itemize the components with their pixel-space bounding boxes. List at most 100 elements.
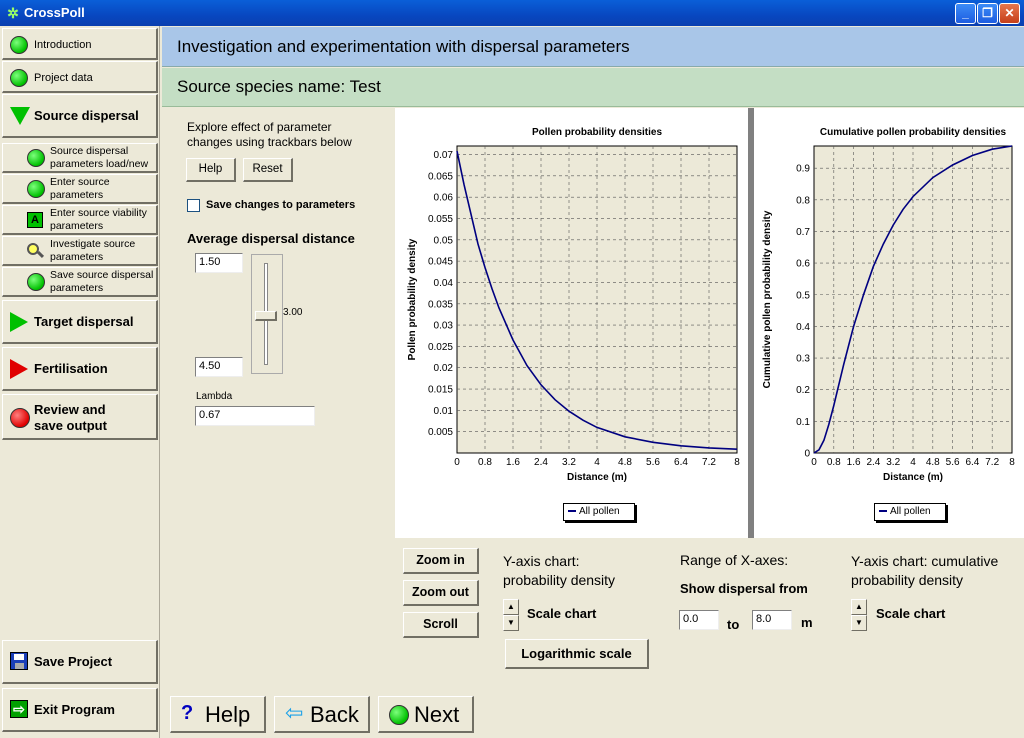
range-from-field[interactable]: 0.0 bbox=[679, 610, 719, 630]
dispersal-trackbar[interactable] bbox=[251, 254, 283, 374]
legend-label: All pollen bbox=[890, 506, 931, 517]
x-axis-label: Distance (m) bbox=[883, 472, 943, 483]
nav-label: Project data bbox=[34, 72, 93, 84]
nav-label-line: Enter source viability bbox=[50, 207, 147, 219]
x-tick-label: 4.8 bbox=[618, 457, 632, 468]
nav-label-line: save output bbox=[34, 418, 107, 433]
yaxis2-line: probability density bbox=[851, 572, 964, 588]
species-name: Source species name: Test bbox=[177, 77, 381, 96]
y-tick-label: 0.03 bbox=[434, 321, 454, 332]
nav-sub-enter-parameters[interactable]: Enter source parameters bbox=[2, 174, 158, 204]
y-tick-label: 0.015 bbox=[428, 385, 453, 396]
scale-chart2-spinner[interactable]: ▲ ▼ bbox=[851, 599, 867, 631]
range-title: Range of X-axes: bbox=[680, 552, 789, 568]
green-circle-icon bbox=[27, 273, 45, 291]
footer-help-button[interactable]: ? Help bbox=[170, 696, 266, 733]
minimize-button[interactable]: _ bbox=[955, 3, 976, 24]
x-tick-label: 4 bbox=[910, 457, 916, 468]
x-tick-label: 6.4 bbox=[674, 457, 688, 468]
y-tick-label: 0.065 bbox=[428, 171, 453, 182]
nav-fertilisation[interactable]: Fertilisation bbox=[2, 347, 158, 391]
range-to-field[interactable]: 8.0 bbox=[752, 610, 792, 630]
nav-project-data[interactable]: Project data bbox=[2, 61, 158, 93]
zoom-in-button[interactable]: Zoom in bbox=[403, 548, 479, 574]
range-to-label: to bbox=[727, 617, 740, 632]
nav-review-save-output[interactable]: Review and save output bbox=[2, 394, 158, 440]
magnifier-icon bbox=[27, 243, 45, 259]
lambda-field[interactable]: 0.67 bbox=[195, 406, 315, 426]
y-tick-label: 0.06 bbox=[434, 193, 454, 204]
save-project-button[interactable]: Save Project bbox=[2, 640, 158, 684]
y-tick-label: 0.6 bbox=[796, 259, 810, 270]
scale-chart1-spinner[interactable]: ▲ ▼ bbox=[503, 599, 519, 631]
help-button[interactable]: Help bbox=[186, 158, 236, 182]
app-icon: ✲ bbox=[7, 5, 19, 21]
chart1-legend: All pollen bbox=[563, 503, 635, 521]
nav-label-line: parameters bbox=[50, 189, 104, 201]
green-circle-icon bbox=[27, 149, 45, 167]
chart-title: Pollen probability densities bbox=[532, 127, 662, 138]
save-changes-label: Save changes to parameters bbox=[206, 199, 356, 211]
footer-help-label: Help bbox=[205, 702, 251, 727]
save-changes-checkbox[interactable] bbox=[187, 199, 200, 212]
cumulative-density-chart: 0 0.8 1.6 2.4 3.2 4 4.8 5.6 6.4 7.2 8 0 0.1 0.2 0.3 0.4… bbox=[762, 127, 1015, 483]
nav-label-line: parameters bbox=[50, 251, 104, 263]
y-tick-label: 0.9 bbox=[796, 164, 810, 175]
x-tick-label: 7.2 bbox=[702, 457, 716, 468]
x-tick-label: 3.2 bbox=[562, 457, 576, 468]
footer-back-button[interactable]: ⇦ Back bbox=[274, 696, 370, 733]
y-tick-label: 0.3 bbox=[796, 354, 810, 365]
spin-up-icon[interactable]: ▲ bbox=[851, 599, 867, 615]
title-bar: ✲ CrossPoll _ ❐ ✕ bbox=[0, 0, 1024, 26]
x-tick-label: 5.6 bbox=[946, 457, 960, 468]
parameter-controls: Explore effect of parameter changes usin… bbox=[162, 108, 394, 688]
y-tick-label: 0.8 bbox=[796, 195, 810, 206]
y-tick-label: 0.01 bbox=[434, 406, 454, 417]
x-tick-label: 7.2 bbox=[985, 457, 999, 468]
nav-label: Introduction bbox=[34, 39, 92, 51]
y-tick-label: 0.7 bbox=[796, 227, 810, 238]
trackbar-thumb[interactable] bbox=[255, 311, 277, 321]
x-tick-label: 2.4 bbox=[534, 457, 548, 468]
y-tick-label: 0.07 bbox=[434, 150, 454, 161]
nav-label: Target dispersal bbox=[34, 314, 134, 329]
close-button[interactable]: ✕ bbox=[999, 3, 1020, 24]
reset-button[interactable]: Reset bbox=[243, 158, 293, 182]
spin-down-icon[interactable]: ▼ bbox=[503, 615, 519, 631]
spin-up-icon[interactable]: ▲ bbox=[503, 599, 519, 615]
y-tick-label: 0.2 bbox=[796, 385, 810, 396]
red-circle-icon bbox=[10, 408, 30, 428]
nav-sub-load-parameters[interactable]: Source dispersal parameters load/new bbox=[2, 143, 158, 173]
y-tick-label: 0 bbox=[804, 449, 810, 460]
spin-down-icon[interactable]: ▼ bbox=[851, 615, 867, 631]
back-arrow-icon: ⇦ bbox=[285, 700, 304, 725]
logarithmic-scale-button[interactable]: Logarithmic scale bbox=[505, 639, 649, 669]
footer-next-button[interactable]: Next bbox=[378, 696, 474, 733]
nav-target-dispersal[interactable]: Target dispersal bbox=[2, 300, 158, 344]
exit-icon: ⇨ bbox=[10, 700, 28, 718]
x-tick-label: 3.2 bbox=[886, 457, 900, 468]
y-axis-label: Pollen probability density bbox=[407, 238, 418, 360]
chart-splitter[interactable] bbox=[748, 108, 754, 538]
a-box-icon: A bbox=[27, 212, 43, 228]
nav-source-dispersal[interactable]: Source dispersal bbox=[2, 94, 158, 138]
zoom-out-button[interactable]: Zoom out bbox=[403, 580, 479, 606]
green-circle-icon bbox=[10, 69, 28, 87]
max-value-field[interactable]: 4.50 bbox=[195, 357, 243, 377]
nav-label-line: Investigate source bbox=[50, 238, 136, 250]
nav-introduction[interactable]: Introduction bbox=[2, 28, 158, 60]
scroll-button[interactable]: Scroll bbox=[403, 612, 479, 638]
nav-sub-investigate-parameters[interactable]: Investigate source parameters bbox=[2, 236, 158, 266]
yaxis1-label: Y-axis chart: probability density bbox=[503, 552, 615, 590]
min-value-field[interactable]: 1.50 bbox=[195, 253, 243, 273]
y-tick-label: 0.005 bbox=[428, 427, 453, 438]
x-tick-label: 0 bbox=[811, 457, 817, 468]
series-line bbox=[813, 145, 1013, 454]
nav-label-line: parameters bbox=[50, 282, 104, 294]
x-tick-label: 2.4 bbox=[866, 457, 880, 468]
chart-controls: Zoom in Zoom out Scroll Y-axis chart: pr… bbox=[395, 538, 1024, 688]
nav-sub-viability-parameters[interactable]: A Enter source viability parameters bbox=[2, 205, 158, 235]
restore-button[interactable]: ❐ bbox=[977, 3, 998, 24]
exit-program-button[interactable]: ⇨ Exit Program bbox=[2, 688, 158, 732]
nav-sub-save-parameters[interactable]: Save source dispersal parameters bbox=[2, 267, 158, 297]
